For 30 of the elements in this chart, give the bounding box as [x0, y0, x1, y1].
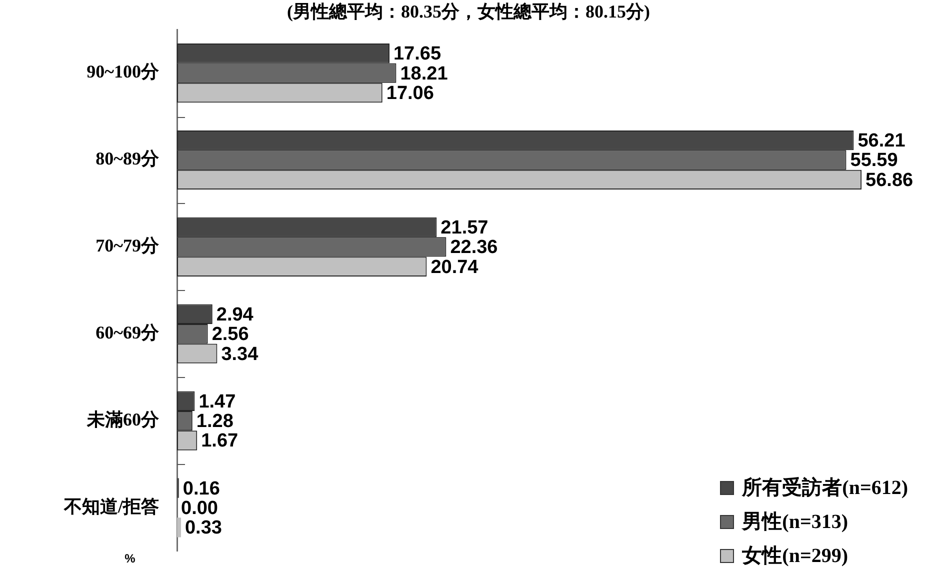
data-label: 0.00	[181, 498, 218, 519]
data-label: 56.21	[858, 130, 906, 152]
data-label: 20.74	[430, 256, 479, 278]
chart-title: (男性總平均：80.35分，女性總平均：80.15分)	[287, 1, 650, 22]
data-label: 21.57	[440, 217, 488, 238]
data-label: 0.16	[182, 478, 220, 500]
legend-label: 所有受訪者(n=612)	[742, 476, 908, 500]
legend-label: 男性(n=313)	[742, 510, 848, 534]
data-label: 17.65	[393, 44, 442, 65]
y-tick-label: 90~100分	[86, 62, 160, 82]
y-tick-label: 未滿60分	[86, 409, 160, 430]
data-label: 2.94	[216, 304, 254, 326]
data-label: 1.67	[201, 430, 238, 452]
y-tick-label: 80~89分	[96, 148, 160, 169]
y-tick-label: 70~79分	[96, 236, 160, 256]
y-tick-label: 不知道/拒答	[62, 496, 159, 516]
data-label: 56.86	[866, 170, 914, 191]
data-label: 1.47	[198, 391, 236, 412]
bar	[177, 518, 181, 538]
data-label: 18.21	[400, 63, 448, 84]
data-label: 0.33	[184, 518, 222, 539]
data-label: 22.36	[450, 237, 498, 258]
data-label: 1.28	[196, 411, 234, 432]
y-tick-label: 60~69分	[96, 322, 160, 343]
legend-label: 女性(n=299)	[742, 544, 848, 568]
data-label: 55.59	[850, 150, 898, 172]
data-label: 2.56	[212, 324, 249, 346]
data-label: 3.34	[221, 344, 259, 365]
data-label: 17.06	[386, 83, 434, 104]
x-axis-title: %	[124, 552, 136, 566]
